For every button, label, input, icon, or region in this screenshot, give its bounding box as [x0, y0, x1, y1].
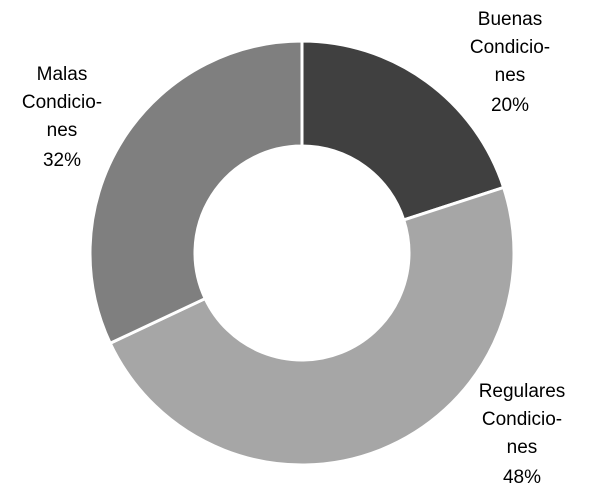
slice-label: nes — [495, 65, 526, 86]
slice-label: Condicio- — [482, 409, 562, 430]
donut-slice — [300, 39, 506, 222]
slice-label: Condicio- — [22, 92, 102, 113]
donut-slice — [88, 39, 304, 346]
value-label: 32% — [43, 150, 81, 171]
slice-label: Regulares — [479, 381, 566, 402]
slice-label: nes — [507, 437, 538, 458]
slice-label: Buenas — [478, 9, 542, 30]
donut-slice — [108, 185, 516, 467]
slice-label: Condicio- — [470, 37, 550, 58]
slice-label: nes — [47, 120, 78, 141]
value-label: 48% — [503, 467, 541, 485]
slice-label: Malas — [37, 64, 88, 85]
value-label: 20% — [491, 95, 529, 116]
